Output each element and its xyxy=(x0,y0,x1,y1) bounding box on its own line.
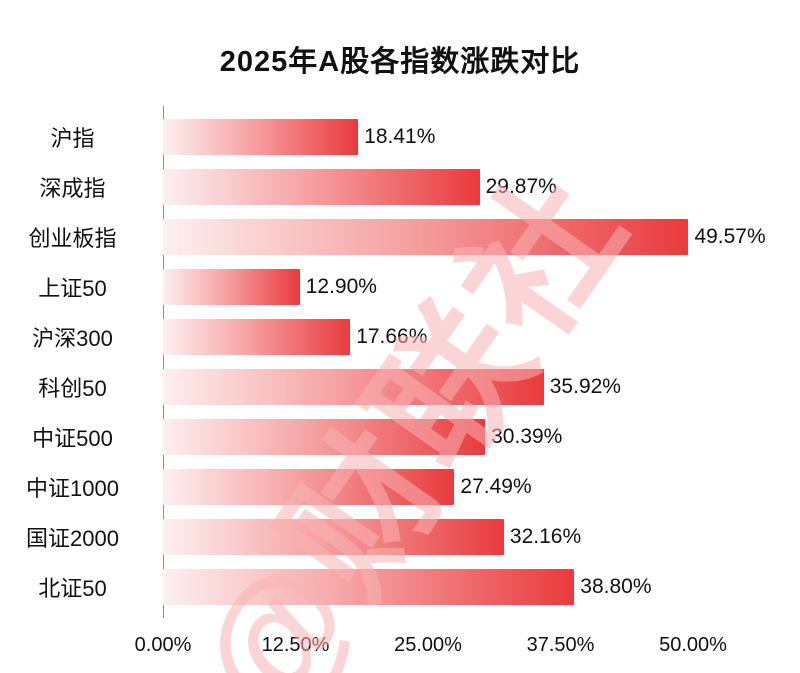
bar-cell: 29.87% xyxy=(163,162,800,212)
value-label: 32.16% xyxy=(509,525,582,548)
page-title: 2025年A股各指数涨跌对比 xyxy=(219,46,581,78)
bar-row: 科创50 35.92% xyxy=(0,362,800,412)
bar xyxy=(163,119,359,155)
x-tick-label: 25.00% xyxy=(394,634,462,656)
category-label: 中证1000 xyxy=(26,476,119,501)
bar xyxy=(163,469,455,505)
bar xyxy=(163,219,689,255)
bar-row: 创业板指 49.57% xyxy=(0,212,800,262)
bar xyxy=(163,419,486,455)
x-tick-label: 50.00% xyxy=(659,634,727,656)
bar-row: 深成指 29.87% xyxy=(0,162,800,212)
value-label: 18.41% xyxy=(364,125,436,148)
bar-cell: 18.41% xyxy=(163,112,800,162)
category-label: 沪深300 xyxy=(32,326,113,351)
y-axis-line xyxy=(163,106,164,618)
value-label: 35.92% xyxy=(549,375,621,398)
bar xyxy=(163,569,575,605)
bar-row: 上证50 12.90% xyxy=(0,262,800,312)
category-label: 北证50 xyxy=(38,576,107,601)
value-label: 29.87% xyxy=(485,175,557,198)
x-tick-label: 0.00% xyxy=(134,634,192,656)
bar-chart: 沪指 18.41% 深成指 29.87% 创业板指 49.57% 上证50 12.90% 沪深3… xyxy=(0,106,800,673)
bar-row: 国证2000 32.16% xyxy=(0,512,800,562)
category-label: 深成指 xyxy=(39,176,106,201)
value-label: 49.57% xyxy=(694,225,766,248)
value-label: 12.90% xyxy=(305,275,377,298)
bar-row: 沪深300 17.66% xyxy=(0,312,800,362)
bar-cell: 27.49% xyxy=(163,462,800,512)
category-label: 创业板指 xyxy=(28,226,117,251)
value-label: 17.66% xyxy=(356,325,428,348)
category-label: 科创50 xyxy=(38,376,107,401)
category-label: 中证500 xyxy=(32,426,113,451)
bar-row: 沪指 18.41% xyxy=(0,112,800,162)
bar-cell: 30.39% xyxy=(163,412,800,462)
bar xyxy=(163,519,504,555)
bar xyxy=(163,269,300,305)
bar-rows: 沪指 18.41% 深成指 29.87% 创业板指 49.57% 上证50 12.90% 沪深3… xyxy=(0,106,800,618)
value-label: 30.39% xyxy=(491,425,563,448)
bar-row: 中证500 30.39% xyxy=(0,412,800,462)
bar-cell: 32.16% xyxy=(163,512,800,562)
bar-cell: 17.66% xyxy=(163,312,800,362)
bar xyxy=(163,169,480,205)
x-tick-label: 37.50% xyxy=(526,634,595,656)
bar-row: 中证1000 27.49% xyxy=(0,462,800,512)
bar-cell: 38.80% xyxy=(163,562,800,612)
category-label: 上证50 xyxy=(38,276,107,301)
value-label: 38.80% xyxy=(580,575,652,598)
category-label: 国证2000 xyxy=(26,526,119,551)
bar-row: 北证50 38.80% xyxy=(0,562,800,612)
bar xyxy=(163,319,351,355)
x-tick-label: 12.50% xyxy=(261,634,330,656)
bar-cell: 49.57% xyxy=(163,212,800,262)
bar-cell: 12.90% xyxy=(163,262,800,312)
bar-cell: 35.92% xyxy=(163,362,800,412)
value-label: 27.49% xyxy=(460,475,532,498)
x-axis: 0.00% 12.50% 25.00% 37.50% 50.00% xyxy=(0,628,800,673)
category-label: 沪指 xyxy=(50,126,95,151)
bar xyxy=(163,369,544,405)
